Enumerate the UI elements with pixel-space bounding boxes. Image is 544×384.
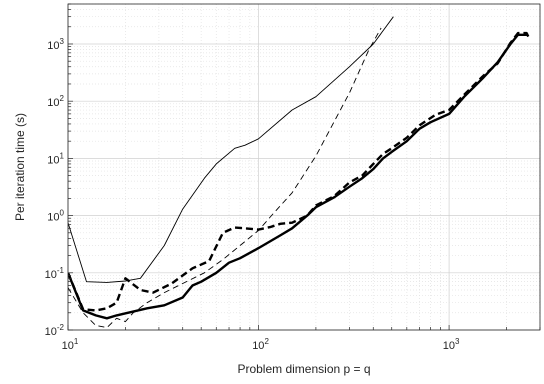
y-axis-label: Per iteration time (s) xyxy=(13,113,27,221)
series-line-thin-solid xyxy=(68,16,394,283)
y-tick-label: 10-1 xyxy=(45,266,65,281)
y-tick-label: 102 xyxy=(47,94,64,109)
x-tick-label: 103 xyxy=(443,337,460,352)
x-axis-label: Problem dimension p = q xyxy=(237,362,370,376)
series-line-thick-solid xyxy=(68,33,529,320)
ticks: 101 102 103 10-2 10-1 100 101 102 103 xyxy=(45,3,541,352)
y-tick-label: 10-2 xyxy=(45,323,65,338)
series-line-thick-dashed xyxy=(68,31,531,312)
grid xyxy=(67,3,541,331)
y-tick-label: 103 xyxy=(47,37,64,52)
y-tick-label: 100 xyxy=(47,209,64,224)
y-tick-label: 101 xyxy=(47,151,64,166)
x-tick-label: 102 xyxy=(252,337,269,352)
series-line-thin-dashed xyxy=(68,27,382,329)
x-tick-label: 101 xyxy=(62,337,79,352)
series-group xyxy=(68,16,531,329)
plot-frame xyxy=(67,3,541,331)
